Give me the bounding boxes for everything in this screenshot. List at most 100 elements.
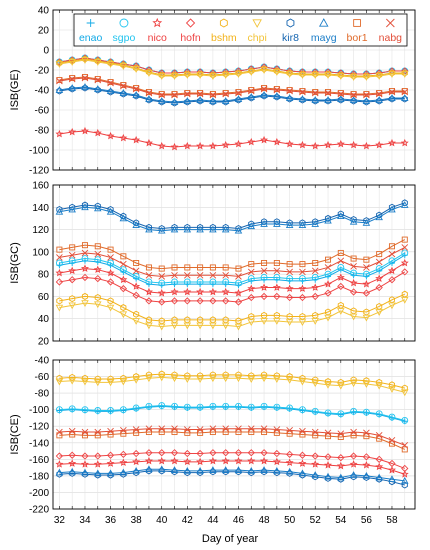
data-point	[299, 219, 306, 227]
series-line-nabg	[59, 77, 405, 96]
data-point	[349, 278, 358, 287]
data-point	[209, 449, 217, 457]
data-point	[94, 204, 102, 212]
data-point	[132, 221, 140, 228]
data-point	[234, 323, 243, 331]
data-point	[132, 291, 140, 299]
data-point	[248, 261, 255, 268]
data-point	[362, 408, 370, 416]
data-point	[362, 141, 371, 150]
data-point	[400, 258, 409, 267]
data-point	[196, 287, 205, 296]
data-point	[260, 283, 269, 291]
data-point	[56, 254, 63, 261]
data-point	[401, 446, 408, 453]
data-point	[299, 261, 306, 268]
data-point	[311, 380, 319, 388]
data-point	[272, 457, 281, 466]
data-point	[375, 283, 383, 292]
data-point	[119, 406, 127, 414]
y-tick-label: -100	[29, 146, 49, 157]
data-point	[55, 304, 64, 312]
data-point	[324, 72, 332, 79]
plot-frame	[52, 184, 416, 342]
series-line-nico	[59, 262, 406, 294]
data-point	[209, 225, 217, 233]
data-point	[247, 425, 255, 433]
data-point	[133, 310, 140, 318]
data-point	[183, 225, 192, 233]
legend: enao sgpo nico hofn bshm chpi kir8 mayg bor1 nabg	[73, 13, 408, 47]
panel-2: 160 140 120 100 80 60 40 20 ISB(GC)	[9, 181, 416, 348]
data-point	[94, 428, 102, 436]
data-point	[68, 127, 77, 136]
data-point	[209, 429, 216, 436]
data-point	[350, 216, 357, 224]
data-point	[183, 376, 192, 383]
data-point	[247, 87, 255, 95]
data-point	[222, 449, 230, 457]
data-point	[311, 220, 319, 227]
data-point	[171, 90, 178, 97]
series-line-chpi	[59, 59, 405, 78]
data-point	[145, 322, 153, 330]
data-point	[298, 459, 307, 467]
data-point	[298, 72, 307, 79]
data-point	[261, 84, 268, 91]
data-point	[81, 57, 89, 64]
data-point	[247, 376, 256, 383]
data-point	[183, 322, 192, 330]
data-point	[145, 223, 152, 231]
data-point	[234, 449, 243, 457]
data-point	[170, 142, 179, 151]
data-point	[234, 298, 243, 306]
data-point	[273, 92, 281, 99]
data-point	[286, 427, 293, 434]
y-tick-label: 100	[32, 247, 49, 258]
data-point	[388, 459, 396, 468]
data-point	[68, 266, 77, 275]
data-point	[222, 223, 229, 231]
series-sgpo	[55, 402, 409, 424]
data-point	[145, 297, 153, 305]
data-point	[81, 264, 89, 272]
data-point	[81, 300, 89, 308]
data-point	[388, 257, 396, 265]
data-point	[221, 97, 230, 104]
data-point	[311, 96, 319, 103]
data-point	[235, 402, 242, 410]
data-point	[68, 459, 77, 467]
data-point	[222, 425, 230, 433]
data-point	[311, 318, 319, 325]
data-point	[81, 378, 89, 386]
data-point	[247, 268, 255, 276]
data-point	[209, 271, 217, 279]
data-point	[120, 212, 127, 220]
data-point	[196, 72, 204, 79]
data-point	[235, 89, 242, 97]
data-point	[273, 218, 280, 226]
data-point	[170, 98, 179, 105]
data-point	[196, 426, 204, 433]
data-point	[106, 304, 115, 312]
data-point	[362, 289, 371, 297]
data-point	[362, 97, 371, 104]
data-point	[222, 402, 230, 410]
data-point	[336, 461, 345, 470]
data-point	[81, 242, 88, 249]
data-point	[376, 211, 383, 219]
data-point	[273, 403, 281, 411]
data-point	[196, 271, 204, 279]
data-point	[337, 89, 344, 96]
data-point	[260, 318, 268, 325]
data-point	[209, 425, 217, 433]
data-point	[157, 465, 166, 473]
data-point	[120, 304, 127, 312]
data-point	[158, 91, 166, 99]
series-line-kir8	[59, 87, 405, 104]
series-line-hofn	[59, 271, 406, 303]
data-point	[376, 89, 383, 96]
data-point	[183, 90, 191, 98]
data-point	[247, 456, 256, 465]
data-point	[273, 426, 281, 433]
